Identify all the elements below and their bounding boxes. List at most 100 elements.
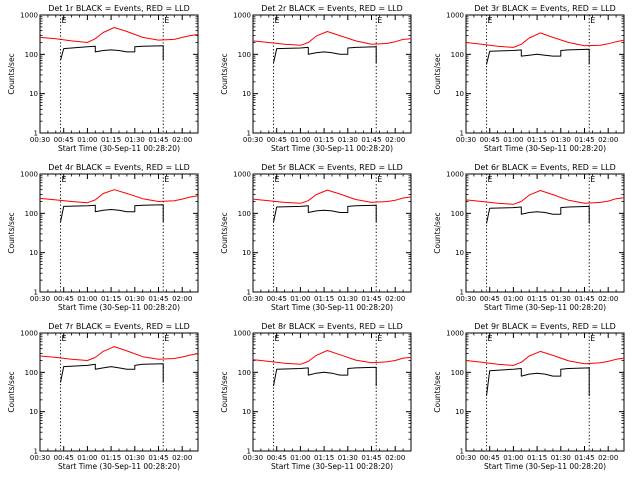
x-tick-label: 00:45 <box>267 454 287 462</box>
x-tick-label: 01:30 <box>125 454 145 462</box>
x-tick-label: 00:30 <box>456 295 476 303</box>
y-tick-label: 1000 <box>233 330 251 338</box>
x-tick-label: 02:00 <box>385 454 405 462</box>
x-tick-label: 01:45 <box>148 136 168 144</box>
y-tick-label: 1 <box>460 448 464 456</box>
x-tick-label: 00:30 <box>30 295 50 303</box>
x-tick-label: 01:00 <box>290 136 310 144</box>
chart-panel: Det 1r BLACK = Events, RED = LLD 1 10 100 10… <box>7 4 199 153</box>
event-marker-label: E <box>377 175 382 184</box>
event-marker-label: E <box>164 16 169 25</box>
x-tick-label: 01:45 <box>361 295 381 303</box>
y-tick-label: 1000 <box>20 171 38 179</box>
chart-title: Det 2r BLACK = Events, RED = LLD <box>261 4 403 13</box>
y-tick-label: 1000 <box>20 12 38 20</box>
x-tick-label: 01:15 <box>101 136 121 144</box>
y-tick-label: 1000 <box>233 12 251 20</box>
y-tick-label: 1 <box>460 130 464 138</box>
y-tick-label: 10 <box>242 90 251 98</box>
event-marker-label: E <box>488 16 493 25</box>
x-tick-label: 01:30 <box>338 454 358 462</box>
y-tick-label: 1 <box>247 448 251 456</box>
y-axis-label: Counts/sec <box>433 371 442 412</box>
series-line-lld <box>39 189 199 204</box>
chart-title: Det 9r BLACK = Events, RED = LLD <box>474 322 616 331</box>
plot-frame <box>39 173 199 293</box>
x-tick-label: 01:15 <box>101 454 121 462</box>
y-tick-label: 100 <box>451 210 464 218</box>
series-line-events <box>60 204 164 223</box>
y-tick-label: 100 <box>25 51 38 59</box>
chart-panel: Det 5r BLACK = Events, RED = LLD 1 10 100 10… <box>220 163 412 312</box>
x-tick-label: 02:00 <box>385 136 405 144</box>
plot-frame <box>252 332 412 452</box>
x-tick-label: 01:45 <box>148 295 168 303</box>
y-tick-label: 1 <box>34 130 38 138</box>
x-tick-label: 02:00 <box>172 295 192 303</box>
event-marker-label: E <box>488 175 493 184</box>
y-tick-label: 10 <box>455 249 464 257</box>
y-tick-label: 1 <box>247 130 251 138</box>
x-tick-label: 00:30 <box>456 136 476 144</box>
x-tick-label: 00:30 <box>30 454 50 462</box>
x-tick-label: 01:30 <box>551 295 571 303</box>
x-tick-label: 02:00 <box>385 295 405 303</box>
chart-panel: Det 9r BLACK = Events, RED = LLD 1 10 100 10… <box>433 322 625 471</box>
y-tick-label: 1 <box>460 289 464 297</box>
series-line-lld <box>39 346 199 361</box>
x-tick-label: 01:15 <box>314 454 334 462</box>
x-tick-label: 01:30 <box>125 136 145 144</box>
x-tick-label: 01:15 <box>101 295 121 303</box>
x-tick-label: 01:45 <box>574 295 594 303</box>
x-tick-label: 02:00 <box>598 454 618 462</box>
x-tick-label: 00:45 <box>54 454 74 462</box>
event-marker-label: E <box>377 16 382 25</box>
series-line-lld <box>465 190 625 205</box>
x-tick-label: 01:00 <box>503 295 523 303</box>
x-tick-label: 00:45 <box>267 136 287 144</box>
chart-title: Det 8r BLACK = Events, RED = LLD <box>261 322 403 331</box>
series-line-events <box>60 363 164 383</box>
series-line-lld <box>39 27 199 43</box>
x-tick-label: 01:45 <box>574 136 594 144</box>
event-marker-label: E <box>275 175 280 184</box>
event-marker-label: E <box>488 334 493 343</box>
y-axis-label: Counts/sec <box>433 212 442 253</box>
y-axis-label: Counts/sec <box>7 371 16 412</box>
series-line-lld <box>465 32 625 48</box>
y-tick-label: 10 <box>242 249 251 257</box>
x-axis-label: Start Time (30-Sep-11 00:28:20) <box>484 462 606 471</box>
chart-title: Det 4r BLACK = Events, RED = LLD <box>48 163 190 172</box>
series-line-events <box>486 367 590 397</box>
x-tick-label: 01:45 <box>574 454 594 462</box>
event-marker-label: E <box>590 334 595 343</box>
x-axis-label: Start Time (30-Sep-11 00:28:20) <box>484 144 606 153</box>
series-line-events <box>60 45 164 61</box>
y-axis-label: Counts/sec <box>433 53 442 94</box>
chart-title: Det 6r BLACK = Events, RED = LLD <box>474 163 616 172</box>
x-tick-label: 01:00 <box>503 454 523 462</box>
y-tick-label: 10 <box>455 408 464 416</box>
y-axis-label: Counts/sec <box>7 212 16 253</box>
plot-frame <box>39 332 199 452</box>
x-tick-label: 01:15 <box>314 136 334 144</box>
y-tick-label: 100 <box>238 369 251 377</box>
x-tick-label: 01:00 <box>290 454 310 462</box>
event-marker-label: E <box>164 175 169 184</box>
plot-frame <box>465 332 625 452</box>
y-tick-label: 10 <box>29 90 38 98</box>
y-tick-label: 100 <box>451 51 464 59</box>
x-tick-label: 00:45 <box>267 295 287 303</box>
y-tick-label: 100 <box>238 210 251 218</box>
x-tick-label: 01:45 <box>361 454 381 462</box>
x-tick-label: 01:45 <box>361 136 381 144</box>
y-axis-label: Counts/sec <box>220 371 229 412</box>
x-tick-label: 01:15 <box>314 295 334 303</box>
x-tick-label: 01:30 <box>338 136 358 144</box>
y-tick-label: 100 <box>451 369 464 377</box>
x-tick-label: 02:00 <box>172 136 192 144</box>
event-marker-label: E <box>62 175 67 184</box>
series-line-lld <box>252 189 412 204</box>
event-marker-label: E <box>62 334 67 343</box>
chart-title: Det 1r BLACK = Events, RED = LLD <box>48 4 190 13</box>
